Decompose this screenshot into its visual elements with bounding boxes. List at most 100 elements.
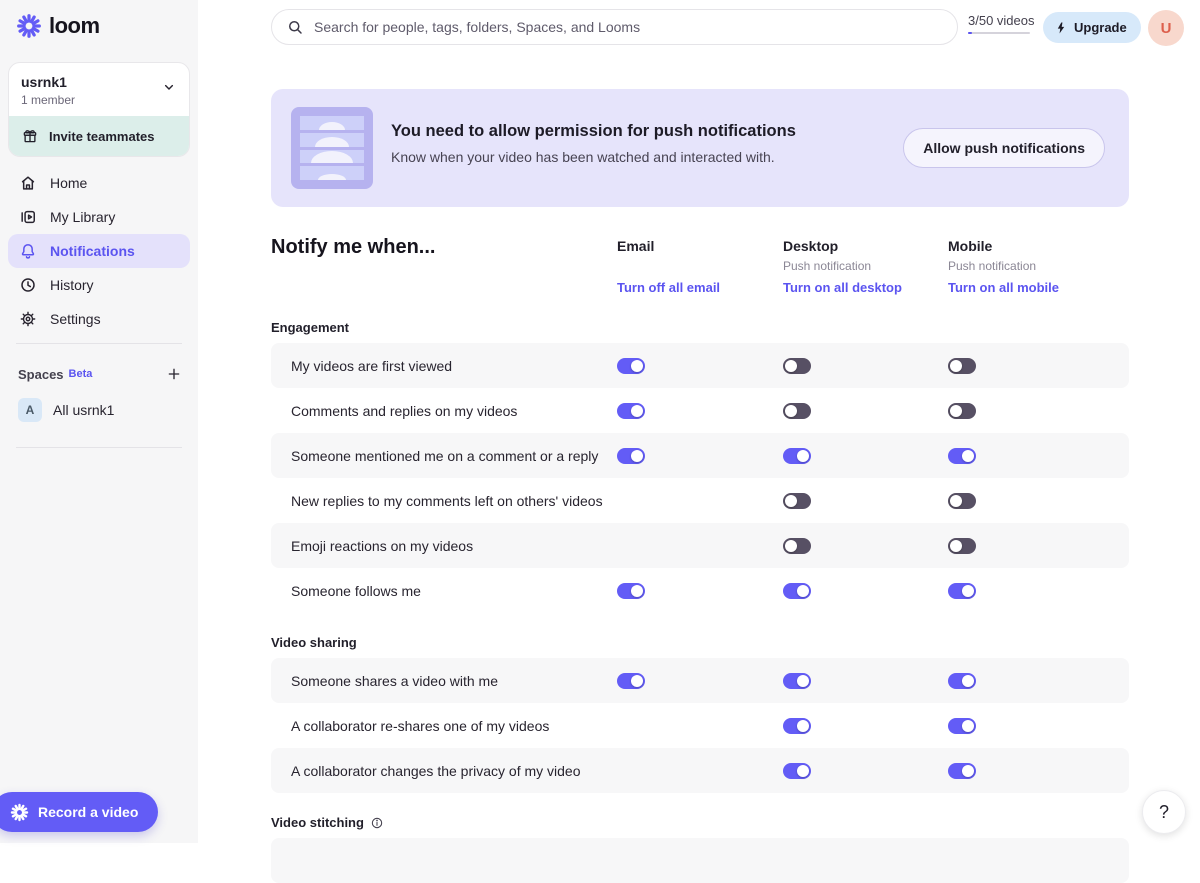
sidebar-divider [16,447,182,448]
section-title: Video sharing [271,635,1129,650]
upgrade-label: Upgrade [1074,20,1127,35]
turn-on-all-desktop-link[interactable]: Turn on all desktop [783,280,902,295]
toggle-knob [631,449,643,462]
sidebar-item-settings[interactable]: Settings [8,302,190,336]
turn-on-all-mobile-link[interactable]: Turn on all mobile [948,280,1059,295]
topbar: 3/50 videos Upgrade U [198,0,1200,56]
mobile-toggle[interactable] [948,582,976,599]
mobile-toggle[interactable] [948,717,976,734]
email-toggle[interactable] [617,582,645,599]
main-area: 3/50 videos Upgrade U You need to allow … [198,0,1200,883]
bell-icon [21,244,35,259]
mobile-toggle[interactable] [948,672,976,689]
row-label: New replies to my comments left on other… [291,492,603,509]
sidebar-item-notifications[interactable]: Notifications [8,234,190,268]
turn-off-all-email-link[interactable]: Turn off all email [617,280,721,295]
notification-row: A collaborator changes the privacy of my… [271,748,1129,793]
mobile-toggle[interactable] [948,447,976,464]
row-label: Someone shares a video with me [291,672,498,689]
row-label: A collaborator changes the privacy of my… [291,762,581,779]
allow-push-notifications-button[interactable]: Allow push notifications [903,128,1105,168]
chevron-down-icon [164,84,174,90]
spaces-header: Spaces Beta [18,366,182,382]
upgrade-button[interactable]: Upgrade [1043,12,1141,43]
videos-usage-counter[interactable]: 3/50 videos [968,13,1040,34]
push-permission-banner: You need to allow permission for push no… [271,89,1129,207]
mobile-toggle[interactable] [948,402,976,419]
loom-starburst-icon [10,803,29,821]
desktop-toggle[interactable] [783,357,811,374]
gift-icon [23,130,37,143]
toggle-knob [950,494,962,507]
help-button[interactable]: ? [1142,790,1186,834]
sidebar-item-my-library[interactable]: My Library [8,200,190,234]
desktop-toggle[interactable] [783,492,811,509]
notification-row: Someone shares a video with me [271,658,1129,703]
column-label: Email [617,238,655,254]
search-input[interactable] [314,19,943,35]
mobile-toggle[interactable] [948,537,976,554]
notification-sections: Engagement My videos are first viewed Comm… [271,320,1129,883]
column-desktop: Desktop Push notification Turn on all de… [783,238,943,295]
sidebar-item-label: My Library [50,209,116,225]
toggle-knob [962,584,974,597]
loom-logo[interactable]: loom [16,13,100,39]
section-title-text: Video sharing [271,635,357,650]
record-video-button[interactable]: Record a video [0,792,159,832]
sidebar-item-label: Notifications [50,243,135,259]
workspace-switcher[interactable]: usrnk1 1 member [9,63,189,116]
sidebar-item-home[interactable]: Home [8,166,190,200]
column-label: Desktop [783,238,839,254]
email-toggle[interactable] [617,672,645,689]
toggle-knob [962,719,974,732]
toggle-knob [797,719,809,732]
toggle-knob [950,359,962,372]
mobile-toggle[interactable] [948,357,976,374]
notification-row: Someone mentioned me on a comment or a r… [271,433,1129,478]
toggle-knob [631,674,643,687]
section-title-text: Video stitching [271,815,364,830]
desktop-toggle[interactable] [783,402,811,419]
section-title: Video stitching [271,815,1129,830]
row-label: Someone follows me [291,582,421,599]
toggle-knob [962,449,974,462]
space-label: All usrnk1 [53,402,115,418]
notification-row [271,838,1129,883]
sidebar: loom usrnk1 1 member Invite teammates Ho… [0,0,198,843]
desktop-toggle[interactable] [783,447,811,464]
sidebar-item-label: Home [50,175,88,191]
sidebar-item-history[interactable]: History [8,268,190,302]
toggle-knob [797,764,809,777]
add-space-button[interactable] [166,366,182,382]
toggle-knob [962,764,974,777]
email-toggle[interactable] [617,402,645,419]
desktop-toggle[interactable] [783,537,811,554]
mobile-toggle[interactable] [948,762,976,779]
toggle-knob [631,359,643,372]
desktop-toggle[interactable] [783,672,811,689]
videos-usage-progressbar [968,32,1030,34]
email-toggle[interactable] [617,357,645,374]
desktop-toggle[interactable] [783,582,811,599]
row-label: My videos are first viewed [291,357,453,374]
plus-icon [168,368,180,380]
toggle-knob [797,584,809,597]
desktop-toggle[interactable] [783,717,811,734]
info-icon[interactable] [370,816,384,830]
toggle-knob [950,539,962,552]
mobile-toggle[interactable] [948,492,976,509]
sidebar-nav: Home My Library Notifications History [8,166,190,336]
search-bar[interactable] [271,9,958,45]
desktop-toggle[interactable] [783,762,811,779]
videos-usage-label: 3/50 videos [968,13,1035,28]
row-label: Emoji reactions on my videos [291,537,474,554]
notification-row: My videos are first viewed [271,343,1129,388]
toggle-knob [785,404,797,417]
email-toggle[interactable] [617,447,645,464]
sidebar-item-all-usrnk1[interactable]: A All usrnk1 [8,394,190,426]
notification-row: New replies to my comments left on other… [271,478,1129,523]
user-avatar[interactable]: U [1148,10,1184,46]
toggle-knob [797,449,809,462]
sidebar-divider [16,343,182,344]
invite-teammates-button[interactable]: Invite teammates [9,116,189,156]
